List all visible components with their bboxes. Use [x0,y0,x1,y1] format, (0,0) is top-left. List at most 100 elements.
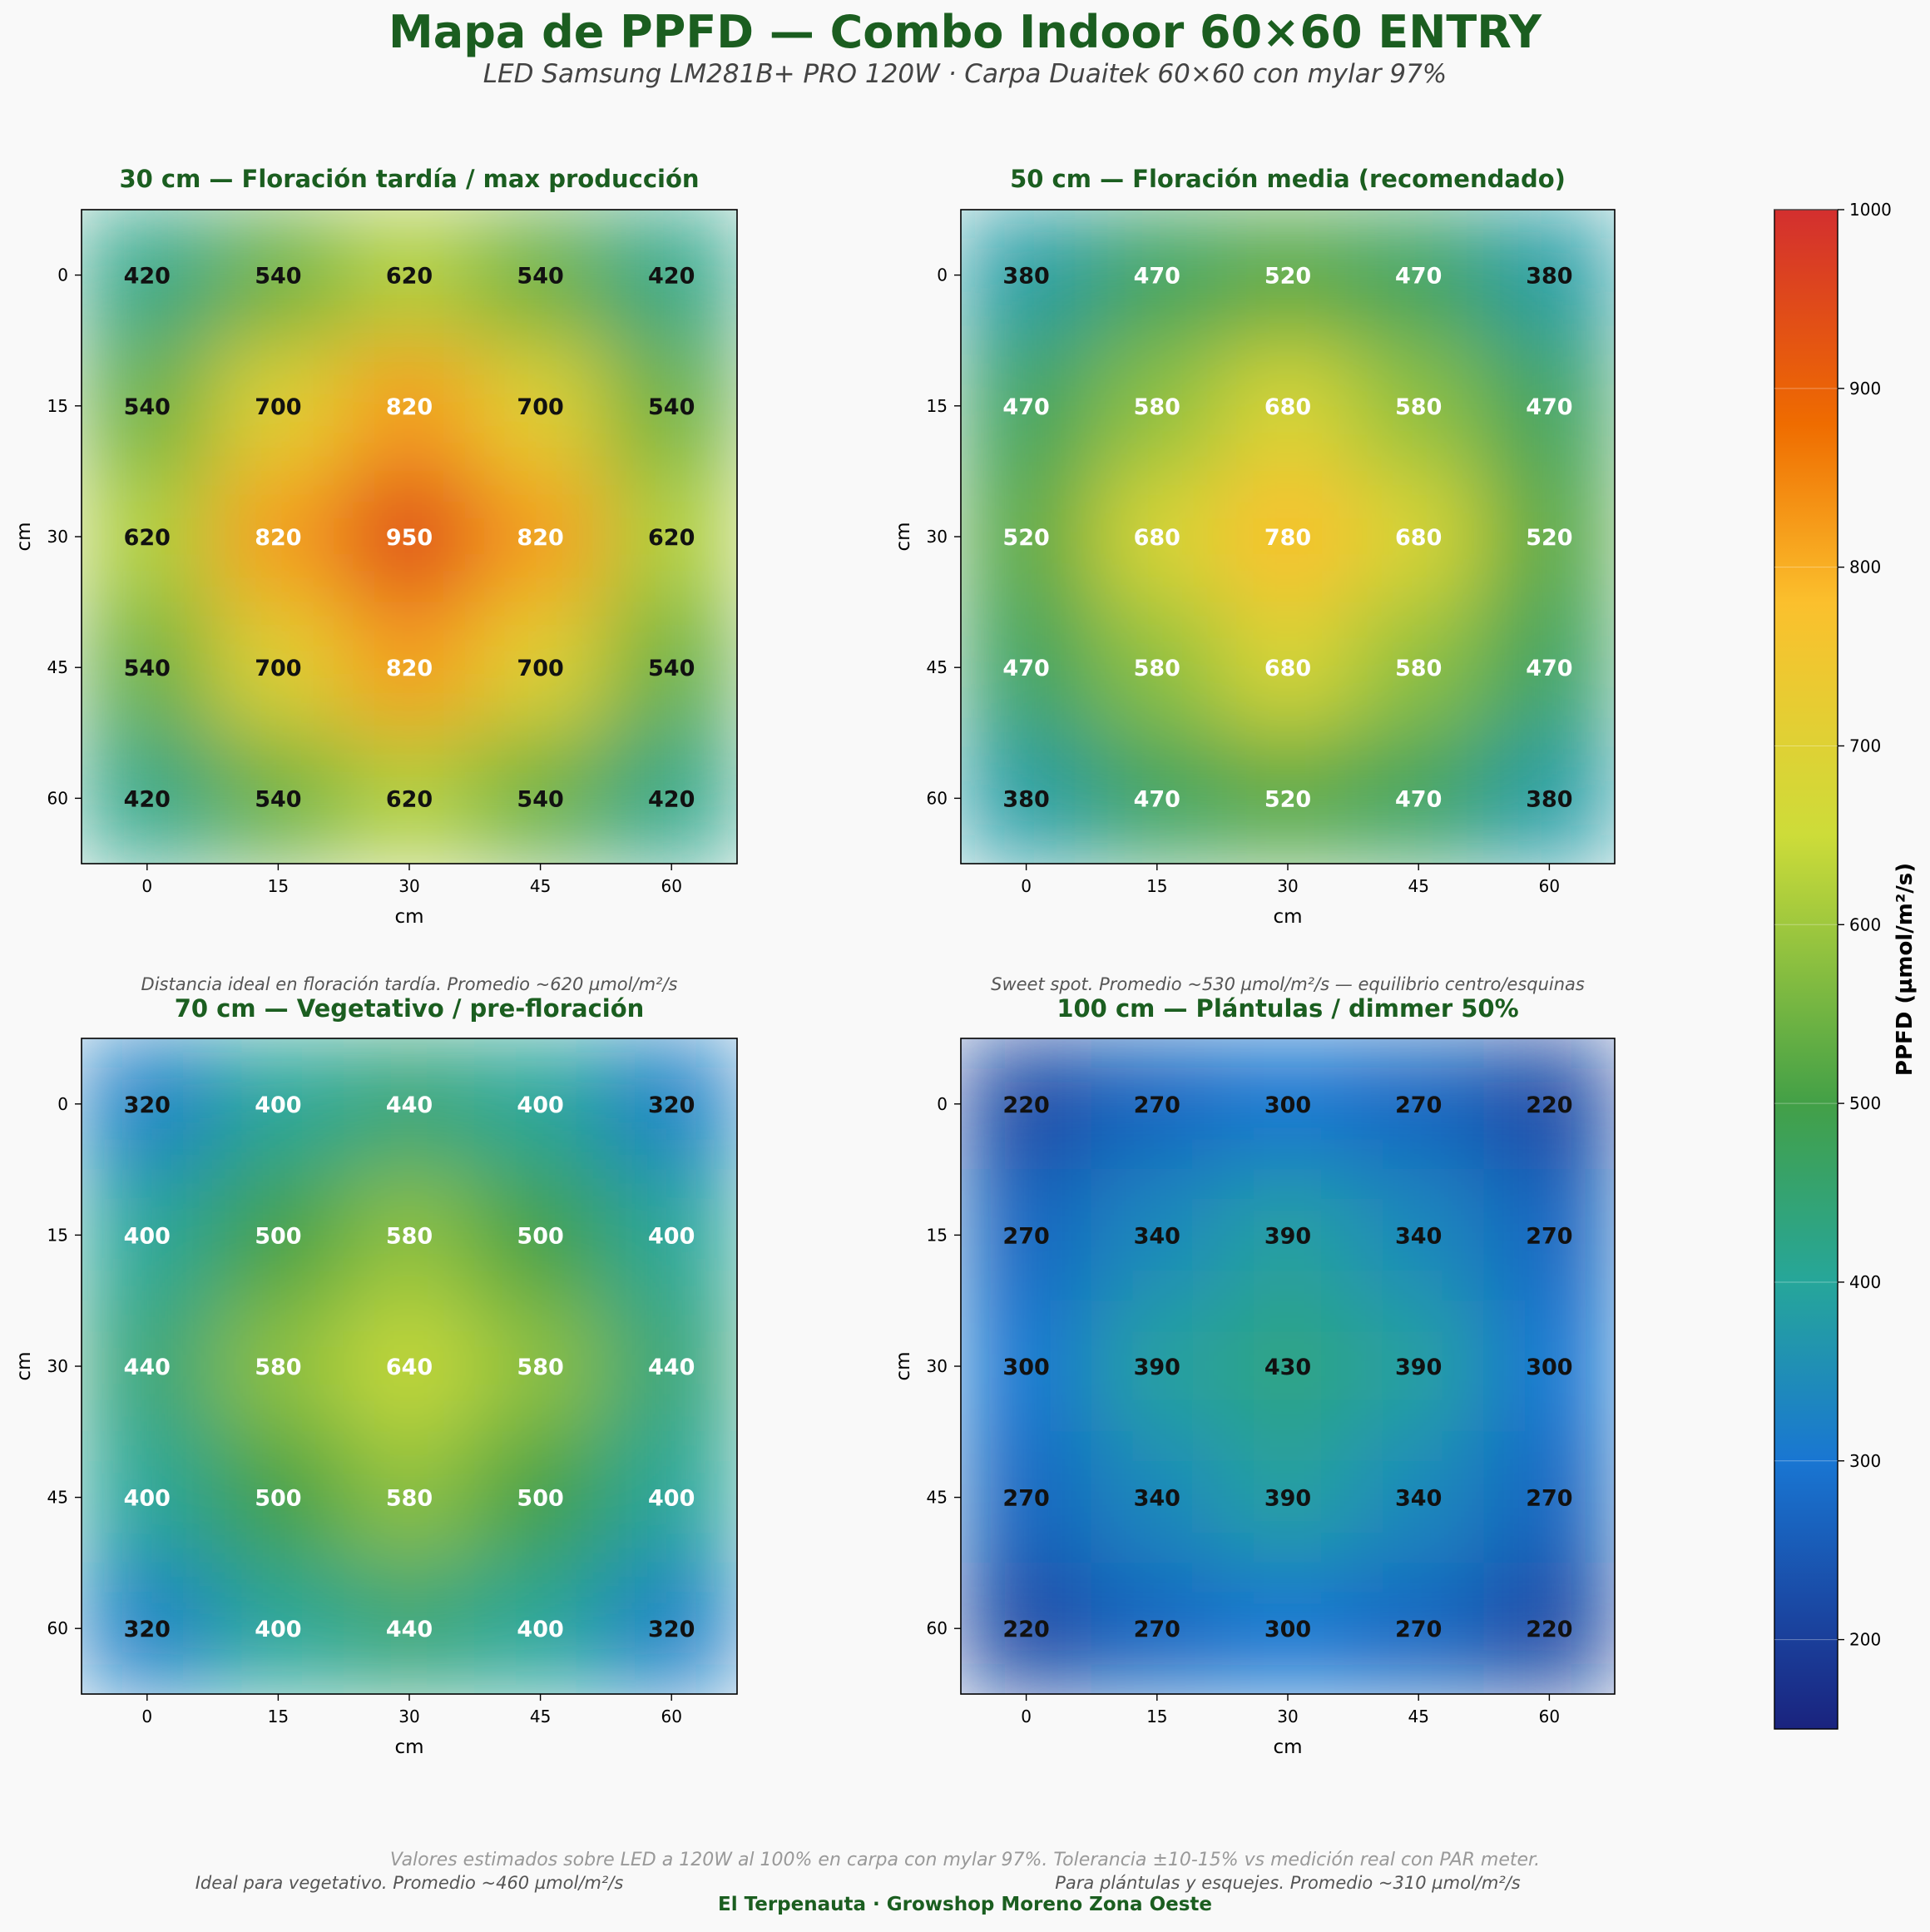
cell-value-label: 420 [648,264,695,290]
heatmap-cell [474,210,606,341]
heatmap-cell [343,732,476,864]
cell-value-label: 320 [124,1092,171,1118]
cell-value-label: 620 [648,525,695,551]
heatmap-cell [1091,339,1223,472]
cell-value-label: 390 [1264,1223,1311,1249]
heatmap-cell [605,1431,737,1563]
heatmap-cell [1091,1300,1223,1433]
panel-caption: Ideal para vegetativo. Promedio ~460 µmo… [195,1873,624,1893]
colorbar-tick-label: 300 [1849,1451,1881,1471]
cell-value-label: 270 [1526,1486,1572,1512]
cell-value-label: 420 [124,264,171,290]
heatmap-cell [605,1169,737,1301]
cell-value-label: 270 [1395,1092,1442,1118]
heatmap-cells [82,1038,737,1694]
heatmap-cell [1091,210,1223,341]
cell-value-label: 580 [1134,394,1180,420]
cell-value-label: 680 [1264,394,1311,420]
x-tick-label: 60 [1539,1707,1560,1726]
cell-value-label: 400 [124,1486,171,1512]
cell-value-label: 400 [517,1617,563,1642]
y-tick-label: 30 [927,1356,948,1376]
cell-value-label: 340 [1134,1486,1180,1512]
cell-value-label: 270 [1526,1223,1572,1249]
colorbar: 200 300 400 500 600 700 800 900 1000 PPFD (µmol/m… [1774,200,1918,1730]
heatmap-cell [1091,1431,1223,1563]
figure-subtitle: LED Samsung LM281B+ PRO 120W · Carpa Dua… [483,59,1448,89]
heatmap-cell [1091,1038,1223,1171]
heatmap-cell [1221,1038,1354,1171]
heatmap-cell [1221,1562,1354,1694]
cell-value-label: 400 [648,1486,695,1512]
heatmap-cell [82,210,214,341]
y-tick-label: 60 [47,1618,68,1638]
x-tick-label: 0 [141,1707,152,1726]
heatmap-cell [343,1038,476,1171]
footer-brand: El Terpenauta · Growshop Moreno Zona Oes… [718,1894,1212,1915]
y-tick-label: 45 [47,1488,68,1508]
heatmap-cell [605,1300,737,1433]
cell-value-label: 580 [255,1355,301,1380]
colorbar-tick-label: 500 [1849,1093,1881,1113]
cell-value-label: 520 [1526,525,1572,551]
heatmap-cell [82,470,214,603]
cell-value-label: 540 [648,394,695,420]
heatmap-cell [961,732,1092,864]
cell-value-label: 300 [1264,1617,1311,1642]
x-tick-label: 15 [1146,1707,1167,1726]
cell-value-label: 220 [1526,1092,1572,1118]
cell-value-label: 540 [124,656,171,681]
heatmap-cell [343,210,476,341]
panel-caption: Distancia ideal en floración tardía. Pro… [141,974,678,994]
x-tick-label: 0 [141,876,152,896]
heatmap-cell [1221,470,1354,603]
heatmap-cell [82,339,214,472]
cell-value-label: 540 [124,394,171,420]
x-tick-label: 45 [530,1707,551,1726]
heatmap-cell [212,339,344,472]
heatmap-cell [1353,1038,1485,1171]
cell-value-label: 500 [517,1486,563,1512]
cell-value-label: 270 [1134,1617,1180,1642]
heatmap-cell [474,1562,606,1694]
heatmap-cell [1483,470,1615,603]
cell-value-label: 470 [1134,786,1180,812]
heatmap-panels: 420 540 620 540 420 540 700 820 700 540 620 820 950 8… [13,165,1616,1893]
cell-value-label: 680 [1395,525,1442,551]
heatmap-cell [1483,1300,1615,1433]
y-tick-label: 15 [47,1225,68,1245]
x-tick-label: 30 [398,1707,419,1726]
cell-value-label: 470 [1526,394,1572,420]
heatmap-cell [474,1431,606,1563]
heatmap-cell [82,1431,214,1563]
cell-value-label: 620 [124,525,171,551]
x-tick-label: 60 [661,1707,681,1726]
y-axis-label: cm [13,522,35,551]
heatmap-cell [1221,1169,1354,1301]
heatmap-cell [961,339,1092,472]
cell-value-label: 520 [1264,786,1311,812]
heatmap-cell [605,602,737,734]
heatmap-cell [343,339,476,472]
cell-value-label: 390 [1134,1355,1180,1380]
colorbar-tick-label: 700 [1849,736,1881,755]
heatmap-cell [1353,210,1485,341]
cell-value-label: 580 [386,1486,433,1512]
heatmap-cell [1091,602,1223,734]
heatmap-cell [212,1562,344,1694]
heatmap-cell [474,732,606,864]
cell-value-label: 580 [1134,656,1180,681]
colorbar-tick-label: 400 [1849,1272,1881,1292]
y-axis-label: cm [893,522,914,551]
cell-value-label: 380 [1526,786,1572,812]
y-tick-label: 0 [57,265,68,285]
x-tick-label: 15 [268,1707,289,1726]
colorbar-label: PPFD (µmol/m²/s) [1893,863,1918,1076]
heatmap-cell [212,1169,344,1301]
cell-value-label: 540 [517,786,563,812]
cell-value-label: 820 [255,525,301,551]
cell-value-label: 470 [1134,264,1180,290]
cell-value-label: 400 [124,1223,171,1249]
